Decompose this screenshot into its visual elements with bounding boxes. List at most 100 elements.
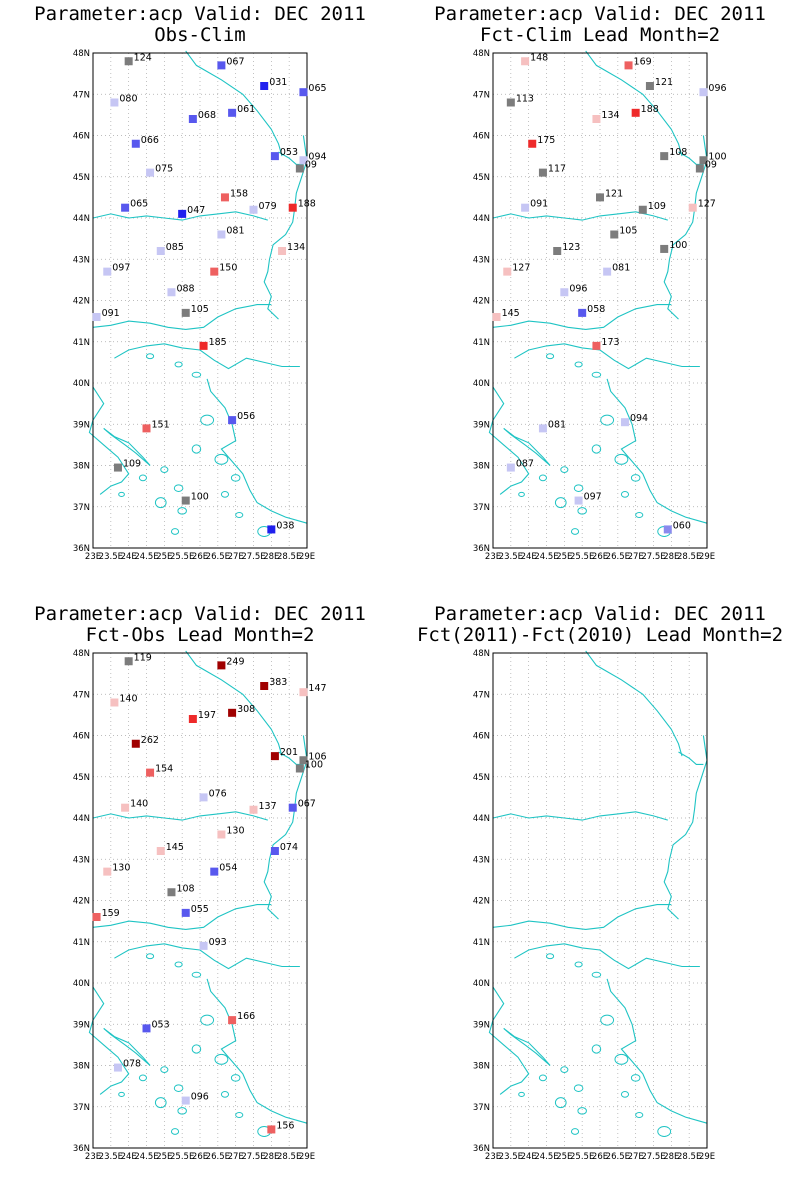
station-value-label: 197 bbox=[198, 710, 216, 721]
panel-fct-diff: Parameter:acp Valid: DEC 2011 Fct(2011)-… bbox=[400, 600, 800, 1200]
lon-tick-label: 28.5E bbox=[677, 1152, 701, 1162]
station-marker bbox=[574, 496, 583, 505]
coast-path bbox=[103, 427, 151, 466]
map-frame bbox=[492, 652, 708, 1149]
station-marker bbox=[131, 739, 140, 748]
island bbox=[170, 1128, 180, 1135]
station-value-label: 117 bbox=[548, 164, 566, 175]
lat-tick-label: 45N bbox=[473, 173, 490, 183]
coast-path bbox=[503, 427, 551, 466]
station-marker bbox=[188, 715, 197, 723]
station-marker bbox=[660, 152, 669, 161]
station-value-label: 166 bbox=[237, 1011, 255, 1022]
lat-tick-label: 46N bbox=[73, 732, 90, 742]
station-value-label: 151 bbox=[152, 419, 170, 430]
station-marker bbox=[188, 115, 197, 123]
coast-path bbox=[503, 1027, 551, 1066]
station-value-label: 068 bbox=[198, 110, 216, 121]
station-value-label: 134 bbox=[287, 242, 305, 253]
station-value-label: 173 bbox=[601, 337, 619, 348]
station-value-label: 09 bbox=[305, 160, 317, 171]
station-value-label: 127 bbox=[698, 199, 716, 210]
panel-fct-obs: Parameter:acp Valid: DEC 2011 Fct-Obs Le… bbox=[0, 600, 400, 1200]
lat-tick-label: 48N bbox=[473, 49, 490, 59]
lat-tick-label: 40N bbox=[473, 979, 490, 989]
station-marker bbox=[578, 308, 587, 317]
lon-tick-label: 27.5E bbox=[241, 552, 265, 562]
panel-title-line2: Fct(2011)-Fct(2010) Lead Month=2 bbox=[416, 624, 784, 646]
station-marker bbox=[210, 267, 219, 276]
station-marker bbox=[142, 424, 151, 433]
station-value-label: 130 bbox=[112, 863, 130, 874]
station-value-label: 308 bbox=[237, 704, 255, 715]
station-marker bbox=[560, 288, 569, 297]
station-marker bbox=[249, 805, 258, 814]
island bbox=[160, 466, 169, 474]
panel-title-line2: Fct-Clim Lead Month=2 bbox=[479, 24, 721, 46]
station-value-label: 100 bbox=[191, 492, 209, 503]
lat-tick-label: 44N bbox=[73, 214, 90, 224]
station-value-label: 094 bbox=[630, 413, 648, 424]
station-value-label: 121 bbox=[655, 77, 673, 88]
station-value-label: 038 bbox=[276, 520, 294, 531]
island bbox=[146, 953, 155, 960]
coast-path bbox=[514, 343, 700, 370]
station-value-label: 096 bbox=[708, 83, 726, 94]
coast-path bbox=[488, 386, 530, 495]
station-marker bbox=[538, 424, 547, 433]
station-marker bbox=[103, 267, 112, 276]
coast-path bbox=[663, 135, 708, 320]
coast-path bbox=[263, 135, 308, 320]
lat-tick-label: 45N bbox=[73, 173, 90, 183]
lat-tick-label: 41N bbox=[73, 338, 90, 348]
station-value-label: 134 bbox=[601, 110, 619, 121]
island bbox=[574, 361, 583, 368]
station-marker bbox=[610, 230, 619, 239]
panel-obs-clim: Parameter:acp Valid: DEC 2011 Obs-Clim 3… bbox=[0, 0, 400, 600]
island bbox=[154, 497, 167, 509]
station-marker bbox=[199, 941, 208, 950]
island bbox=[600, 414, 615, 426]
island bbox=[591, 371, 602, 378]
lat-tick-label: 44N bbox=[73, 814, 90, 824]
station-marker bbox=[592, 115, 601, 123]
island bbox=[177, 507, 187, 515]
island bbox=[546, 953, 555, 960]
station-value-label: 123 bbox=[562, 242, 580, 253]
coastline bbox=[488, 50, 708, 537]
lon-tick-label: 26.5E bbox=[606, 552, 630, 562]
station-value-label: 109 bbox=[123, 459, 141, 470]
station-value-label: 249 bbox=[226, 656, 244, 667]
station-marker bbox=[553, 247, 562, 255]
station-value-label: 156 bbox=[276, 1120, 294, 1131]
station-marker bbox=[124, 57, 133, 66]
coast-path bbox=[278, 751, 304, 765]
station-value-label: 081 bbox=[226, 226, 244, 237]
station-map: 36N 37N 38N 39N 40N 41N 42N 43N 44N 45N 46N 47N 48N 2… bbox=[473, 49, 727, 562]
station-value-label: 169 bbox=[634, 56, 652, 67]
station-value-label: 085 bbox=[166, 242, 184, 253]
station-value-label: 055 bbox=[191, 904, 209, 915]
station-value-label: 047 bbox=[187, 205, 205, 216]
panel-title-line1: Parameter:acp Valid: DEC 2011 bbox=[34, 3, 366, 25]
station-value-label: 105 bbox=[619, 226, 637, 237]
coast-path bbox=[606, 978, 708, 1124]
lat-tick-label: 36N bbox=[73, 1144, 90, 1154]
coast-path bbox=[585, 50, 683, 157]
panel-title-line1: Parameter:acp Valid: DEC 2011 bbox=[34, 603, 366, 625]
station-value-label: 096 bbox=[191, 1092, 209, 1103]
island bbox=[538, 474, 548, 482]
station-value-label: 081 bbox=[612, 263, 630, 274]
station-marker bbox=[592, 341, 601, 350]
lon-tick-label: 26E bbox=[192, 552, 208, 562]
station-value-label: 058 bbox=[587, 304, 605, 315]
lat-tick-label: 37N bbox=[73, 1103, 90, 1113]
island bbox=[554, 497, 567, 509]
station-marker bbox=[228, 108, 237, 117]
station-value-label: 067 bbox=[226, 56, 244, 67]
station-value-label: 056 bbox=[237, 411, 255, 422]
station-marker bbox=[146, 168, 155, 177]
lon-tick-label: 23E bbox=[85, 1152, 101, 1162]
station-value-label: 066 bbox=[141, 135, 159, 146]
island bbox=[554, 1097, 567, 1109]
